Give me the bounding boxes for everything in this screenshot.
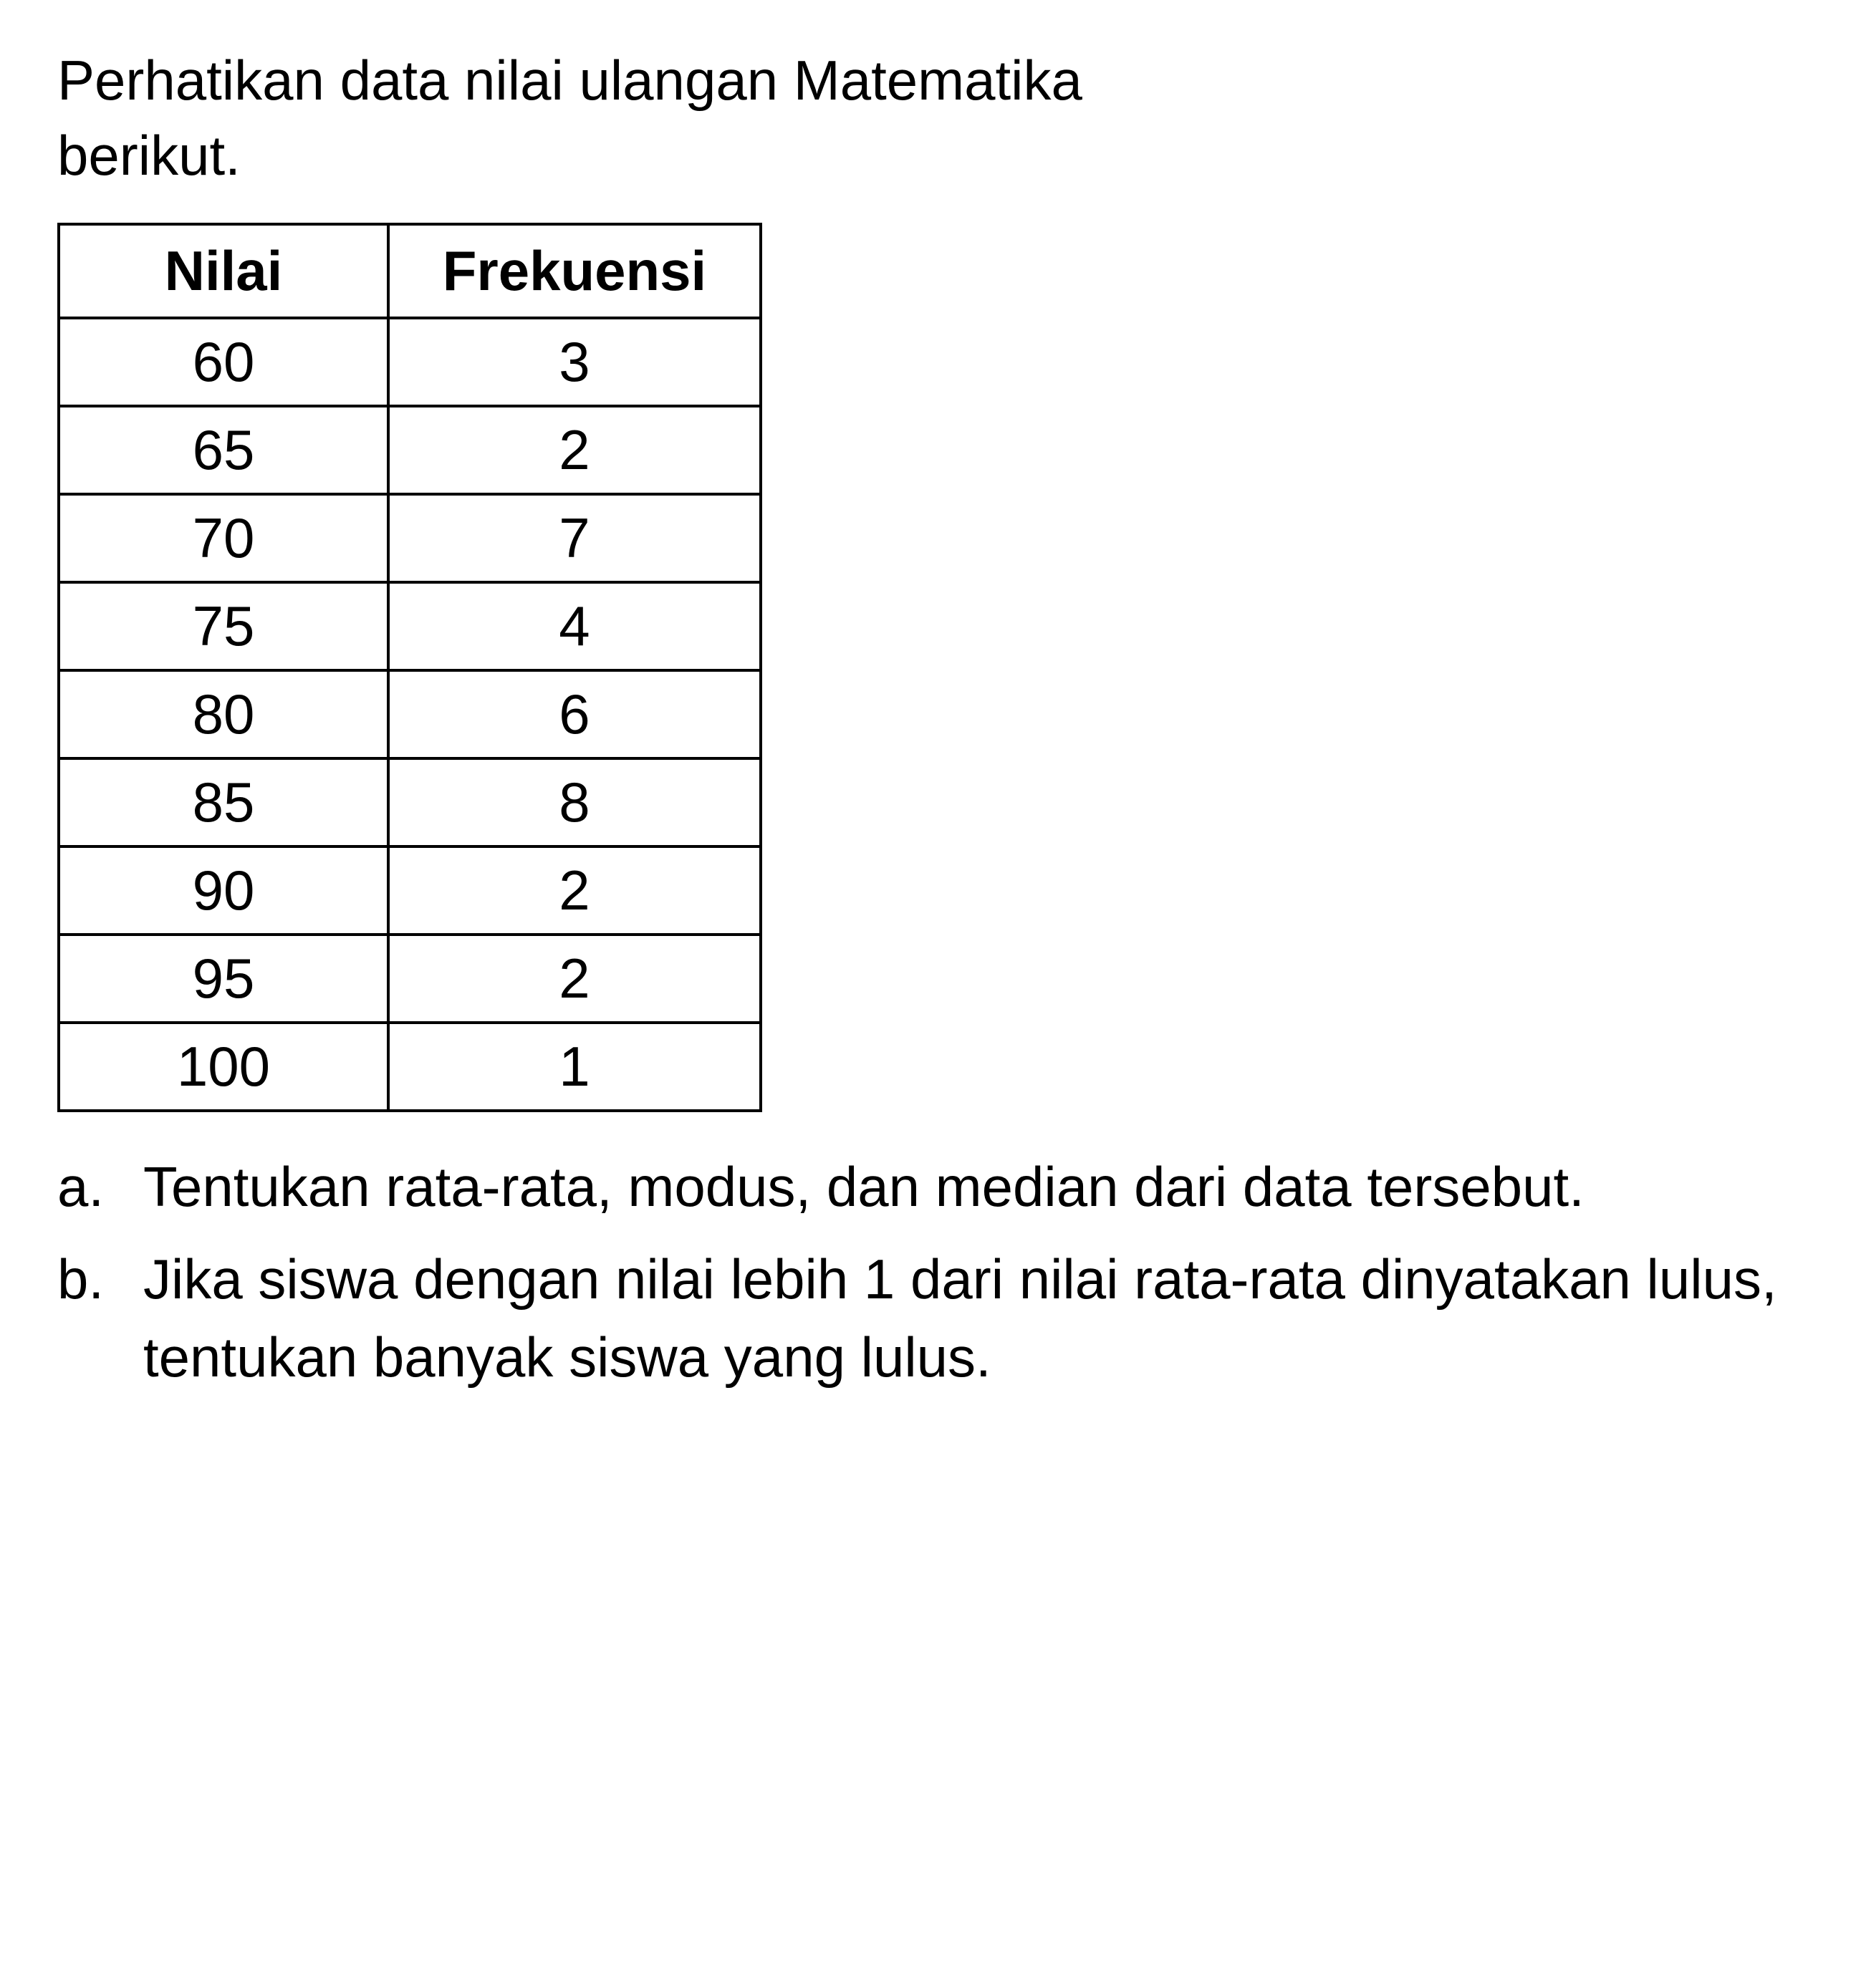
- data-table: Nilai Frekuensi 60 3 65 2 70 7 75 4 80 6…: [57, 223, 762, 1112]
- table-cell: 95: [59, 935, 388, 1023]
- table-row: 100 1: [59, 1023, 761, 1111]
- table-row: 65 2: [59, 406, 761, 494]
- table-cell: 7: [388, 494, 761, 582]
- table-cell: 6: [388, 670, 761, 758]
- table-row: 95 2: [59, 935, 761, 1023]
- intro-text: Perhatikan data nilai ulangan Matematika…: [57, 43, 1804, 194]
- table-cell: 3: [388, 318, 761, 406]
- question-item: a. Tentukan rata-rata, modus, dan median…: [57, 1148, 1804, 1226]
- table-cell: 2: [388, 406, 761, 494]
- table-cell: 75: [59, 582, 388, 670]
- table-cell: 80: [59, 670, 388, 758]
- table-cell: 90: [59, 846, 388, 935]
- table-row: 70 7: [59, 494, 761, 582]
- intro-line2: berikut.: [57, 124, 241, 187]
- table-row: 80 6: [59, 670, 761, 758]
- table-body: 60 3 65 2 70 7 75 4 80 6 85 8 90 2 95 2: [59, 318, 761, 1111]
- table-row: 85 8: [59, 758, 761, 846]
- table-header-nilai: Nilai: [59, 224, 388, 318]
- question-label-b: b.: [57, 1240, 143, 1396]
- question-label-a: a.: [57, 1148, 143, 1226]
- table-cell: 70: [59, 494, 388, 582]
- table-cell: 60: [59, 318, 388, 406]
- question-text-a: Tentukan rata-rata, modus, dan median da…: [143, 1148, 1804, 1226]
- table-cell: 4: [388, 582, 761, 670]
- intro-line1: Perhatikan data nilai ulangan Matematika: [57, 49, 1082, 112]
- table-cell: 100: [59, 1023, 388, 1111]
- table-cell: 1: [388, 1023, 761, 1111]
- table-cell: 85: [59, 758, 388, 846]
- table-header-frekuensi: Frekuensi: [388, 224, 761, 318]
- table-cell: 65: [59, 406, 388, 494]
- table-header-row: Nilai Frekuensi: [59, 224, 761, 318]
- question-item: b. Jika siswa dengan nilai lebih 1 dari …: [57, 1240, 1804, 1396]
- table-cell: 2: [388, 935, 761, 1023]
- table-row: 90 2: [59, 846, 761, 935]
- question-text-b: Jika siswa dengan nilai lebih 1 dari nil…: [143, 1240, 1804, 1396]
- table-row: 60 3: [59, 318, 761, 406]
- questions-list: a. Tentukan rata-rata, modus, dan median…: [57, 1148, 1804, 1397]
- table-row: 75 4: [59, 582, 761, 670]
- table-cell: 2: [388, 846, 761, 935]
- table-cell: 8: [388, 758, 761, 846]
